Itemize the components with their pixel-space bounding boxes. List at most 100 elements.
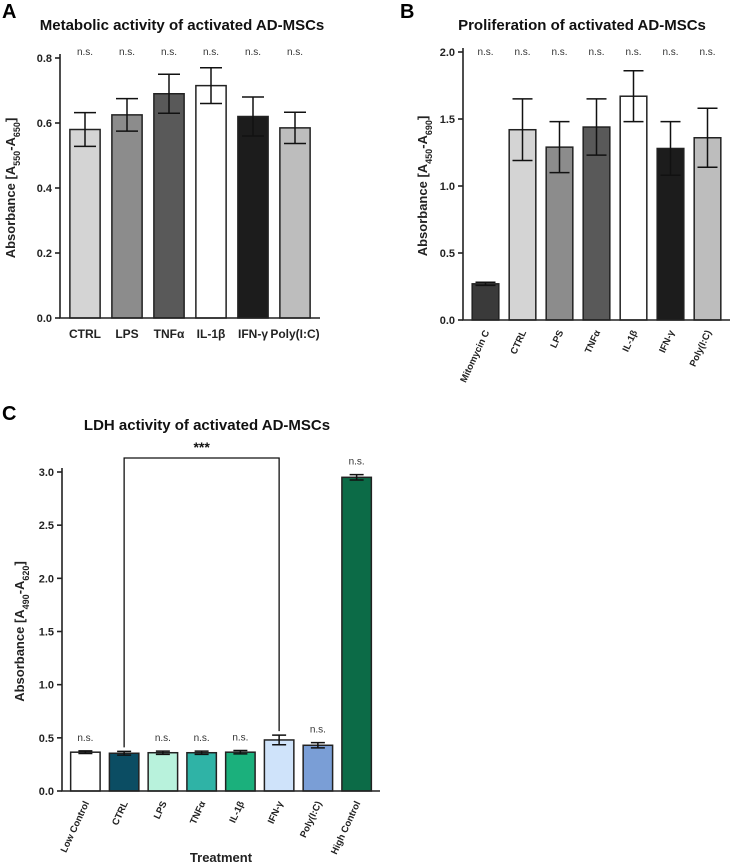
x-tick-label: IL-1β: [197, 327, 226, 341]
panel-letter-b: B: [400, 1, 414, 23]
error-bar: [117, 750, 132, 756]
y-tick-label: 1.0: [39, 680, 54, 692]
significance-label: n.s.: [77, 47, 93, 58]
significance-label: n.s.: [194, 733, 210, 744]
significance-label: n.s.: [699, 47, 715, 58]
bar: [279, 127, 311, 319]
significance-stars: ***: [193, 439, 210, 455]
y-tick-label: 0.0: [37, 313, 52, 325]
x-tick-label: IFN-γ: [657, 328, 677, 355]
error-bar: [78, 750, 93, 755]
significance-label: n.s.: [119, 47, 135, 58]
significance-label: n.s.: [287, 47, 303, 58]
x-tick-label: TNFα: [154, 327, 185, 341]
y-tick-label: 0.5: [39, 733, 54, 745]
chart-title: Metabolic activity of activated AD-MSCs: [40, 17, 325, 34]
x-tick-label: Poly(I:C): [298, 800, 324, 840]
error-bar: [200, 67, 222, 105]
significance-label: n.s.: [477, 47, 493, 58]
error-bar: [623, 70, 644, 123]
bar: [508, 128, 537, 321]
y-tick-label: 0.8: [37, 53, 52, 65]
x-tick-label: LPS: [548, 329, 566, 350]
y-tick-label: 2.0: [440, 47, 455, 59]
chart-title: LDH activity of activated AD-MSCs: [84, 417, 330, 434]
chart-proliferation: Proliferation of activated AD-MSCs Absorb…: [415, 17, 730, 384]
x-tick-label: IFN-γ: [266, 799, 286, 826]
x-tick-label: IFN-γ: [238, 327, 268, 341]
bar: [582, 126, 611, 321]
error-bar: [233, 749, 248, 755]
axes: [462, 48, 730, 321]
bar: [619, 95, 648, 321]
bar: [224, 751, 256, 792]
y-tick-label: 2.0: [39, 573, 54, 585]
significance-label: n.s.: [161, 47, 177, 58]
error-bar: [349, 473, 364, 481]
significance-label: n.s.: [662, 47, 678, 58]
axes: [61, 468, 380, 792]
y-axis-label: Absorbance [A490-A620]: [12, 561, 31, 702]
bar: [69, 751, 101, 792]
bar: [195, 84, 227, 319]
error-bar: [284, 111, 306, 145]
error-bar: [158, 73, 180, 114]
bar: [108, 752, 140, 792]
y-tick-label: 1.0: [440, 181, 455, 193]
x-tick-label: TNFα: [188, 799, 208, 826]
error-bar: [475, 281, 496, 287]
x-tick-label: High Control: [329, 800, 363, 857]
x-axis-label: Treatment: [190, 850, 253, 865]
error-bar: [660, 120, 681, 177]
y-tick-label: 0.6: [37, 118, 52, 130]
significance-label: n.s.: [349, 457, 365, 468]
error-bar: [155, 750, 170, 756]
y-tick-label: 2.5: [39, 520, 54, 532]
x-tick-label: Mitomycin C: [458, 329, 492, 385]
panel-letter-c: C: [2, 403, 16, 425]
x-tick-label: Poly(I:C): [270, 327, 319, 341]
error-bar: [310, 741, 325, 749]
x-tick-label: IL-1β: [228, 799, 248, 824]
chart-title: Proliferation of activated AD-MSCs: [458, 17, 706, 34]
significance-label: n.s.: [551, 47, 567, 58]
bar: [341, 476, 373, 792]
significance-label: n.s.: [625, 47, 641, 58]
chart-ldh-activity: LDH activity of activated AD-MSCs Absorba…: [12, 417, 380, 865]
x-tick-label: CTRL: [69, 327, 101, 341]
panel-letter-a: A: [2, 1, 16, 23]
bar: [656, 147, 685, 321]
x-tick-label: LPS: [115, 327, 138, 341]
significance-label: n.s.: [245, 47, 261, 58]
error-bar: [697, 107, 718, 168]
bar: [153, 93, 185, 319]
bar: [147, 751, 179, 792]
error-bar: [242, 96, 264, 137]
y-tick-label: 1.5: [39, 627, 54, 639]
error-bar: [74, 111, 96, 148]
chart-metabolic-activity: Metabolic activity of activated AD-MSCs A…: [3, 17, 324, 341]
bar: [237, 115, 269, 319]
error-bar: [512, 98, 533, 162]
y-tick-label: 0.0: [440, 315, 455, 327]
y-tick-label: 1.5: [440, 114, 455, 126]
significance-bracket: [123, 457, 280, 748]
error-bar: [586, 98, 607, 156]
bar: [111, 114, 143, 319]
significance-label: n.s.: [203, 47, 219, 58]
significance-label: n.s.: [77, 733, 93, 744]
error-bar: [549, 120, 570, 174]
y-axis-label: Absorbance [A550-A650]: [3, 118, 22, 259]
x-tick-label: CTRL: [509, 328, 530, 356]
error-bar: [116, 97, 138, 132]
y-tick-label: 3.0: [39, 467, 54, 479]
y-axis-label: Absorbance [A450-A690]: [415, 116, 434, 257]
significance-label: n.s.: [155, 733, 171, 744]
y-tick-label: 0.0: [39, 786, 54, 798]
x-tick-label: IL-1β: [621, 328, 641, 353]
bar: [302, 744, 334, 792]
y-tick-label: 0.4: [37, 183, 53, 195]
error-bar: [194, 750, 209, 756]
x-tick-label: Low Control: [59, 800, 92, 855]
